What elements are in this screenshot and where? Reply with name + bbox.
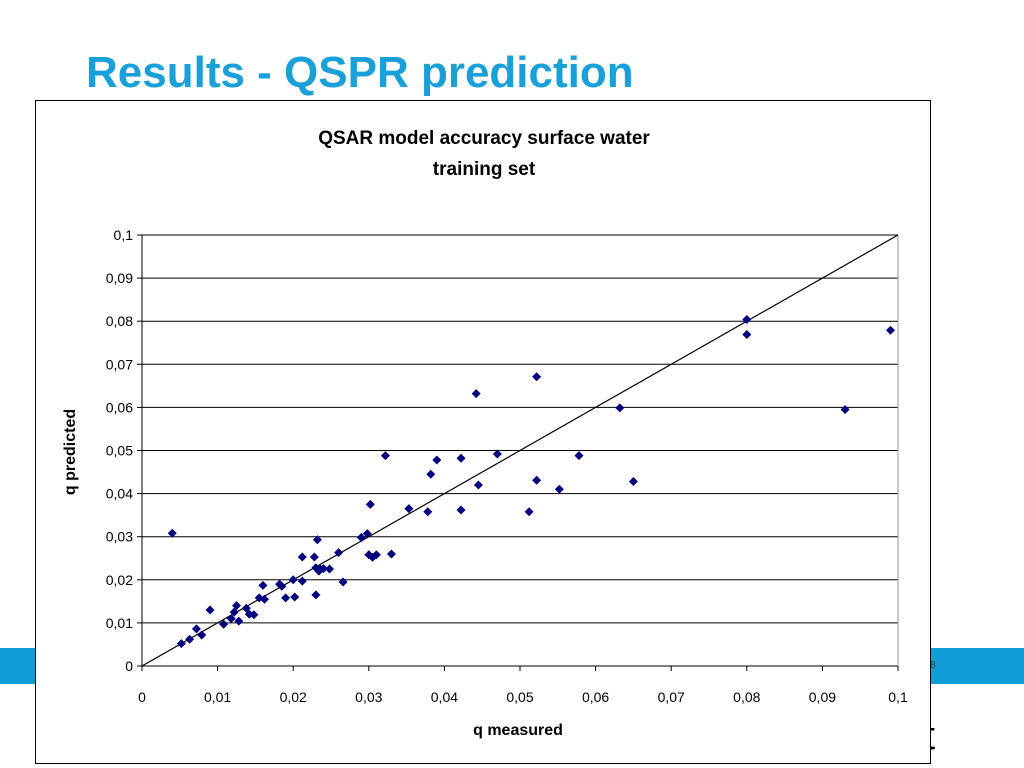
data-point — [532, 372, 542, 382]
x-tick-label: 0,07 — [658, 689, 685, 705]
y-tick-label: 0,09 — [106, 270, 133, 286]
data-point — [191, 624, 201, 634]
data-point — [371, 550, 381, 560]
y-tick-label: 0,07 — [106, 356, 133, 372]
data-point — [185, 634, 195, 644]
x-tick-label: 0,05 — [506, 689, 533, 705]
data-point — [318, 564, 328, 574]
data-point — [232, 601, 241, 611]
x-tick-label: 0,01 — [204, 689, 231, 705]
y-axis-label: q predicted — [62, 409, 79, 495]
chart-frame: QSAR model accuracy surface water traini… — [35, 100, 931, 764]
data-points — [167, 314, 895, 649]
chart-title-line-1: QSAR model accuracy surface water — [318, 128, 650, 149]
data-point — [471, 389, 481, 399]
data-point — [473, 480, 483, 490]
data-point — [356, 533, 366, 543]
x-tick-label: 0,02 — [280, 689, 307, 705]
data-point — [615, 403, 625, 413]
data-point — [574, 451, 584, 461]
data-point — [288, 575, 298, 585]
data-point — [492, 449, 502, 459]
data-point — [197, 630, 207, 640]
y-tick-label: 0,06 — [106, 399, 133, 415]
x-axis-label: q measured — [473, 722, 563, 739]
y-tick-label: 0,01 — [106, 615, 133, 631]
x-tick-label: 0,06 — [582, 689, 609, 705]
slide-title: Results - QSPR prediction — [86, 48, 634, 97]
data-point — [205, 605, 215, 615]
data-point — [241, 603, 251, 613]
data-point — [234, 616, 244, 626]
data-point — [362, 529, 372, 539]
data-point — [456, 453, 466, 463]
data-point — [524, 507, 534, 517]
x-tick-label: 0 — [138, 689, 146, 705]
chart-svg: QSAR model accuracy surface water traini… — [62, 128, 908, 739]
data-point — [167, 528, 177, 538]
data-point — [324, 564, 334, 574]
data-point — [338, 577, 348, 587]
data-point — [258, 580, 268, 590]
data-point — [309, 552, 319, 562]
gridlines — [142, 234, 898, 624]
y-tick-label: 0,08 — [106, 313, 133, 329]
data-point — [380, 451, 390, 461]
page-number: 8 — [930, 660, 936, 671]
x-tick-label: 0,1 — [888, 689, 908, 705]
x-tick-label: 0,08 — [733, 689, 760, 705]
data-point — [334, 548, 344, 558]
data-point — [219, 619, 229, 629]
data-point — [226, 614, 236, 624]
x-tick-label: 0,03 — [355, 689, 382, 705]
x-tick-label: 0,09 — [809, 689, 836, 705]
data-point — [742, 330, 752, 340]
y-tick-label: 0,03 — [106, 529, 133, 545]
x-tick-label: 0,04 — [431, 689, 458, 705]
data-point — [259, 594, 269, 604]
data-point — [742, 314, 752, 324]
data-point — [885, 325, 895, 335]
data-point — [404, 504, 414, 514]
axes — [137, 234, 899, 671]
data-point — [311, 590, 321, 600]
data-point — [297, 552, 307, 562]
data-point — [532, 475, 542, 485]
data-point — [297, 576, 307, 586]
data-point — [426, 469, 436, 479]
y-tick-label: 0,04 — [106, 486, 133, 502]
data-point — [432, 455, 442, 465]
reference-line-layer — [141, 234, 899, 667]
data-point — [281, 593, 291, 603]
chart-title-line-2: training set — [433, 159, 536, 180]
data-point — [554, 484, 564, 494]
data-point — [277, 581, 287, 591]
data-point — [386, 549, 396, 559]
y-tick-label: 0 — [125, 658, 133, 674]
data-point — [312, 535, 322, 545]
reference-line — [141, 234, 899, 667]
data-point — [176, 639, 186, 649]
data-point — [290, 592, 300, 602]
data-point — [365, 499, 375, 509]
y-tick-label: 0,1 — [114, 227, 134, 243]
y-tick-label: 0,05 — [106, 443, 133, 459]
tick-labels: 0 0,01 0,02 0,03 0,04 0,05 0,06 0,07 0,08 0,09 0,1… — [106, 227, 908, 705]
data-point — [249, 610, 259, 620]
data-point — [423, 507, 433, 517]
data-point — [456, 505, 466, 515]
data-point — [628, 477, 638, 487]
data-point — [840, 405, 850, 415]
y-tick-label: 0,02 — [106, 572, 133, 588]
